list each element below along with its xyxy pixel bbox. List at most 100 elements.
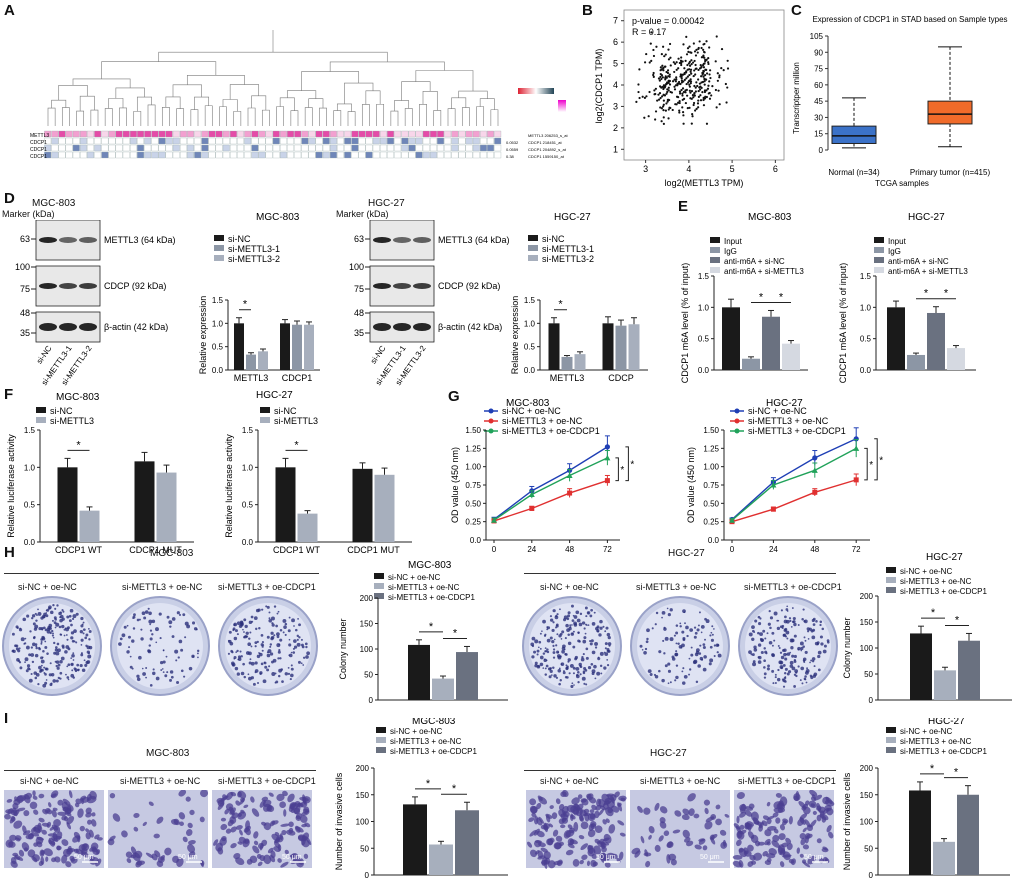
invasive-cell [601,846,607,853]
bar [429,844,453,875]
dendrogram-branch [190,109,199,118]
heatmap-cell [379,137,387,145]
heatmap-cell [479,144,487,152]
colony-dot [253,616,258,621]
colony-dot [800,666,805,671]
invasive-cell [643,852,652,857]
colony-dot [30,653,35,657]
invasive-cell [156,860,164,868]
colony-dot [552,666,555,669]
colony-dot [63,634,66,637]
colony-dot [52,632,55,635]
colony-dot [296,642,301,647]
dendrogram-branch [222,99,238,112]
dendrogram-branch [336,103,352,112]
scatter-point [702,98,705,102]
y-tick-label: 0.5 [524,343,536,352]
colony-dot [793,660,797,664]
heatmap-cell [472,130,480,138]
dendrogram-branch [279,97,295,111]
heatmap-cell [308,130,316,138]
scatter-point [673,70,676,74]
heatmap-cell [251,130,259,138]
colony-dot [763,676,767,679]
colony-dot [70,623,73,627]
colony-dot [792,616,796,621]
colony-dot [159,661,164,665]
y-axis-label: Relative expression [510,296,520,375]
invasive-cell [269,855,276,863]
colony-dot [767,664,770,668]
invasive-cell [27,849,36,858]
data-point [770,506,776,512]
colony-dot [178,613,182,616]
data-point [604,444,610,450]
colony-dot [786,637,789,640]
colony-dot [52,636,55,639]
colony-dot [66,665,69,668]
heatmap-cell [351,151,359,159]
chart-title: HGC-27 [928,718,965,727]
invasive-cell [762,815,770,821]
colony-dot [679,625,682,628]
legend-label: si-METTL3 + oe-CDCP1 [388,593,475,602]
scatter-point [656,99,659,102]
invasive-cell [133,826,139,832]
scatter-point [684,89,687,92]
invasive-cell [775,817,781,824]
colony-dot [48,673,52,677]
colony-dot [278,643,281,646]
invasive-cell [29,801,38,810]
dendrogram-branch [76,110,85,118]
invasive-cell [185,796,191,802]
x-tick-label: 5 [730,164,735,174]
colony-dot [684,622,686,625]
colony-dot [776,619,779,622]
scatter-point [703,83,706,86]
y-tick-label: 0 [365,871,370,880]
colony-dot [55,664,58,668]
invasive-cell [246,858,253,865]
colony-dot [52,679,57,683]
colony-dot [51,634,54,637]
invasive-cell [739,804,747,811]
heatmap-cell [58,151,66,159]
invasive-cell [744,809,753,817]
invasive-cell [289,854,297,858]
invasive-cell [693,813,700,819]
colony-dot [768,640,773,645]
colony-dot [779,651,783,654]
legend-label: si-METTL3 [274,416,318,426]
colony-dot [140,637,144,641]
colony-dot [68,614,72,618]
colony-dot [127,635,131,639]
invasive-cell [773,801,783,810]
heatmap-cell [87,144,94,152]
heatmap-cell [129,144,137,152]
scatter-point [681,110,685,114]
invasive-cell [43,848,53,857]
dendrogram-branch [394,100,410,112]
colony-dot [547,626,551,630]
colony-dot [43,666,46,669]
invasive-cell [280,823,290,827]
bar [408,644,430,700]
x-tick-label: 72 [603,545,612,554]
colony-dot [55,651,60,656]
colony-dot [556,650,560,654]
heatmap-cell [72,151,80,159]
colony-dot [531,644,535,648]
colony-dot [255,608,260,613]
colony-dot [237,655,242,659]
colony-dot [571,624,573,626]
colony-dot [177,656,180,659]
scatter-point [650,31,653,34]
colony-dot [641,648,644,651]
scatter-point [663,65,666,68]
colony-dot [602,625,605,628]
colony-dot [803,619,808,624]
colony-dot [49,662,52,665]
colony-dot [786,652,791,656]
colony-dot [697,624,700,627]
scatter-point [701,91,704,94]
